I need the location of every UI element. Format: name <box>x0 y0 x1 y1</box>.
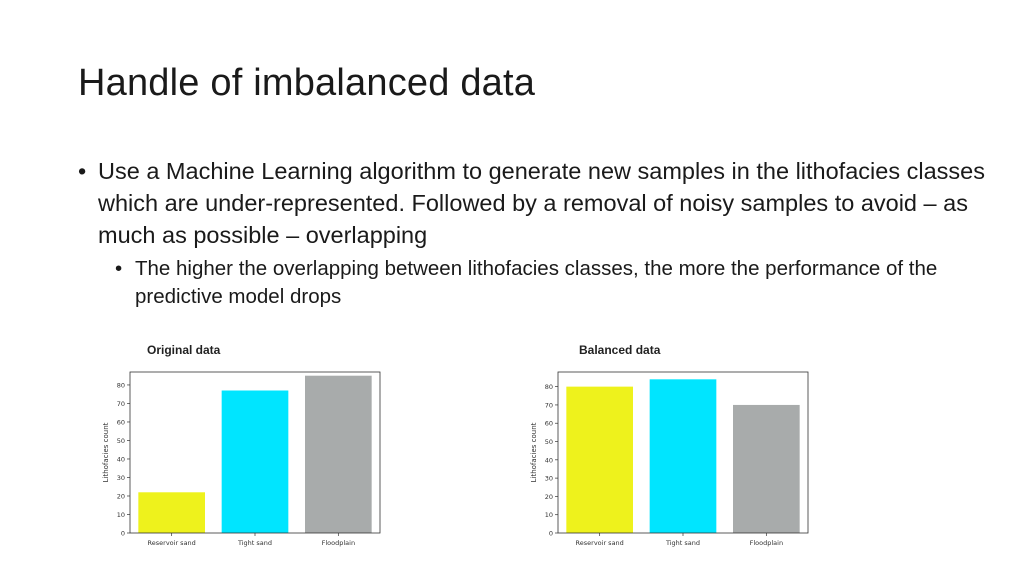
chart-title-balanced: Balanced data <box>579 343 661 357</box>
y-tick-label: 20 <box>117 492 125 500</box>
bar-reservoir-sand <box>138 492 205 533</box>
y-tick-label: 80 <box>545 383 553 391</box>
chart-original-data: Lithofacies count 0 10 20 30 40 50 60 70 80 Reserv… <box>102 371 381 547</box>
x-tick-label: Floodplain <box>322 539 355 547</box>
bullet-main: • Use a Machine Learning algorithm to ge… <box>78 155 1008 251</box>
y-tick-label: 0 <box>121 530 125 538</box>
chart-balanced-data: Lithofacies count 0 10 20 30 40 50 60 70 80 Reserv… <box>530 371 809 547</box>
y-tick-label: 10 <box>545 511 553 519</box>
y-tick-label: 30 <box>117 474 125 482</box>
y-tick-label: 50 <box>545 438 553 446</box>
bar-floodplain <box>733 404 800 533</box>
y-tick-label: 10 <box>117 511 125 519</box>
bullet-marker: • <box>115 257 123 280</box>
x-tick-label: Reservoir sand <box>576 539 624 547</box>
y-axis-label: Lithofacies count <box>102 422 110 482</box>
y-tick-label: 20 <box>545 493 553 501</box>
y-tick-label: 60 <box>545 420 553 428</box>
bar-tight-sand <box>649 379 717 533</box>
y-tick-label: 80 <box>117 381 125 389</box>
bullet-sub-text: The higher the overlapping between litho… <box>135 257 938 308</box>
y-tick-label: 70 <box>117 400 125 408</box>
y-tick-label: 0 <box>549 530 553 538</box>
y-tick-label: 40 <box>545 456 553 464</box>
bar-tight-sand <box>221 390 289 533</box>
bullet-main-text: Use a Machine Learning algorithm to gene… <box>98 158 985 248</box>
x-tick-label: Tight sand <box>665 539 700 547</box>
y-tick-label: 70 <box>545 401 553 409</box>
slide-title: Handle of imbalanced data <box>78 62 536 104</box>
plot-frame <box>557 371 809 534</box>
plot-frame <box>129 371 381 534</box>
y-tick-label: 50 <box>117 437 125 445</box>
y-tick-label: 40 <box>117 455 125 463</box>
y-tick-label: 30 <box>545 475 553 483</box>
y-axis-label: Lithofacies count <box>530 422 538 482</box>
bar-floodplain <box>305 375 372 533</box>
bullet-marker: • <box>78 158 87 184</box>
bullet-list: • Use a Machine Learning algorithm to ge… <box>78 155 1008 311</box>
chart-title-original: Original data <box>147 343 221 357</box>
x-tick-label: Floodplain <box>750 539 783 547</box>
bar-reservoir-sand <box>566 386 633 533</box>
x-tick-label: Tight sand <box>237 539 272 547</box>
bullet-sub: • The higher the overlapping between lit… <box>115 255 1008 311</box>
x-tick-label: Reservoir sand <box>148 539 196 547</box>
y-tick-label: 60 <box>117 418 125 426</box>
